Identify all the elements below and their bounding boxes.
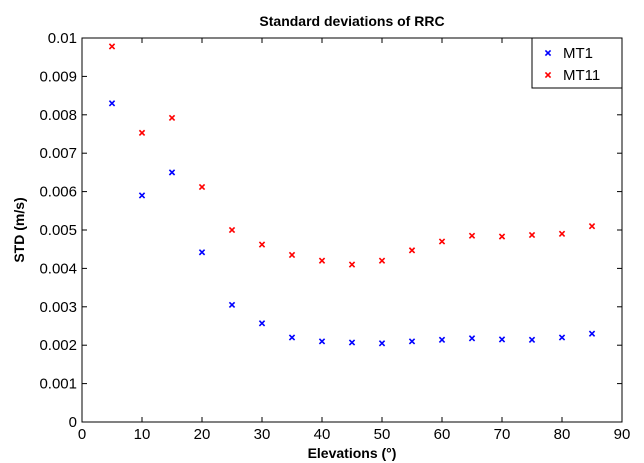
data-point-mt1: [468, 335, 476, 342]
data-point-mt11: [498, 233, 506, 240]
data-point-mt1: [588, 330, 596, 337]
y-tick-label: 0: [69, 414, 77, 431]
data-point-mt1: [258, 320, 266, 327]
data-point-mt11: [378, 257, 386, 264]
y-tick-label: 0.003: [39, 299, 77, 316]
legend-marker-mt1: [544, 49, 552, 57]
data-point-mt1: [198, 249, 206, 256]
data-point-mt1: [168, 169, 176, 176]
y-tick-label: 0.01: [48, 30, 77, 47]
data-point-mt11: [198, 183, 206, 191]
data-point-mt1: [348, 339, 356, 346]
data-point-mt1: [288, 334, 296, 341]
data-point-mt11: [558, 230, 566, 238]
data-point-mt11: [108, 43, 116, 50]
data-point-mt1: [438, 336, 446, 343]
legend-marker-mt11: [544, 71, 552, 79]
data-point-mt11: [318, 257, 326, 264]
y-axis-label: STD (m/s): [11, 197, 27, 262]
legend-label-mt11: MT11: [563, 67, 600, 84]
data-point-mt1: [528, 336, 536, 343]
data-point-mt1: [408, 338, 416, 345]
y-tick-label: 0.006: [39, 184, 77, 201]
y-tick-label: 0.008: [39, 107, 77, 124]
x-axis: 0 10 20 30 40 50 60 70 80 90: [78, 38, 631, 443]
x-axis-label: Elevations (°): [308, 445, 397, 461]
y-tick-label: 0.001: [39, 376, 77, 393]
y-tick-label: 0.009: [39, 68, 77, 85]
y-tick-label: 0.005: [39, 222, 77, 239]
data-point-mt11: [258, 241, 266, 248]
data-point-mt1: [318, 338, 326, 345]
data-point-mt11: [438, 238, 446, 245]
plot-area: [81, 37, 623, 423]
legend-label-mt1: MT1: [563, 45, 593, 62]
x-tick-label: 70: [494, 426, 511, 443]
data-point-mt11: [138, 129, 146, 137]
data-point-mt11: [228, 226, 236, 234]
x-tick-label: 60: [434, 426, 451, 443]
x-tick-label: 90: [614, 426, 631, 443]
x-tick-label: 50: [374, 426, 391, 443]
data-point-mt11: [168, 114, 176, 122]
x-tick-label: 10: [134, 426, 151, 443]
data-point-mt1: [498, 336, 506, 343]
data-point-mt1: [138, 192, 146, 199]
y-axis: 0 0.001 0.002 0.003 0.004 0.005 0.006 0.007 0.00…: [39, 30, 622, 431]
data-point-mt1: [558, 334, 566, 341]
chart-title: Standard deviations of RRC: [259, 13, 444, 29]
data-point-mt1: [108, 100, 116, 107]
data-point-mt11: [528, 231, 536, 239]
legend: MT1 MT11: [531, 37, 623, 89]
data-point-mt11: [468, 232, 476, 239]
x-tick-label: 30: [254, 426, 271, 443]
data-point-mt1: [228, 301, 236, 309]
x-tick-label: 20: [194, 426, 211, 443]
data-point-mt11: [588, 222, 596, 230]
y-tick-label: 0.004: [39, 260, 77, 277]
data-point-mt1: [378, 340, 386, 347]
y-tick-label: 0.002: [39, 337, 77, 354]
data-point-mt11: [348, 261, 356, 268]
data-points: [108, 43, 596, 347]
x-tick-label: 0: [78, 426, 86, 443]
x-tick-label: 40: [314, 426, 331, 443]
y-tick-label: 0.007: [39, 145, 77, 162]
x-tick-label: 80: [554, 426, 571, 443]
data-point-mt11: [408, 247, 416, 254]
data-point-mt11: [288, 251, 296, 259]
legend-box: [531, 37, 623, 89]
